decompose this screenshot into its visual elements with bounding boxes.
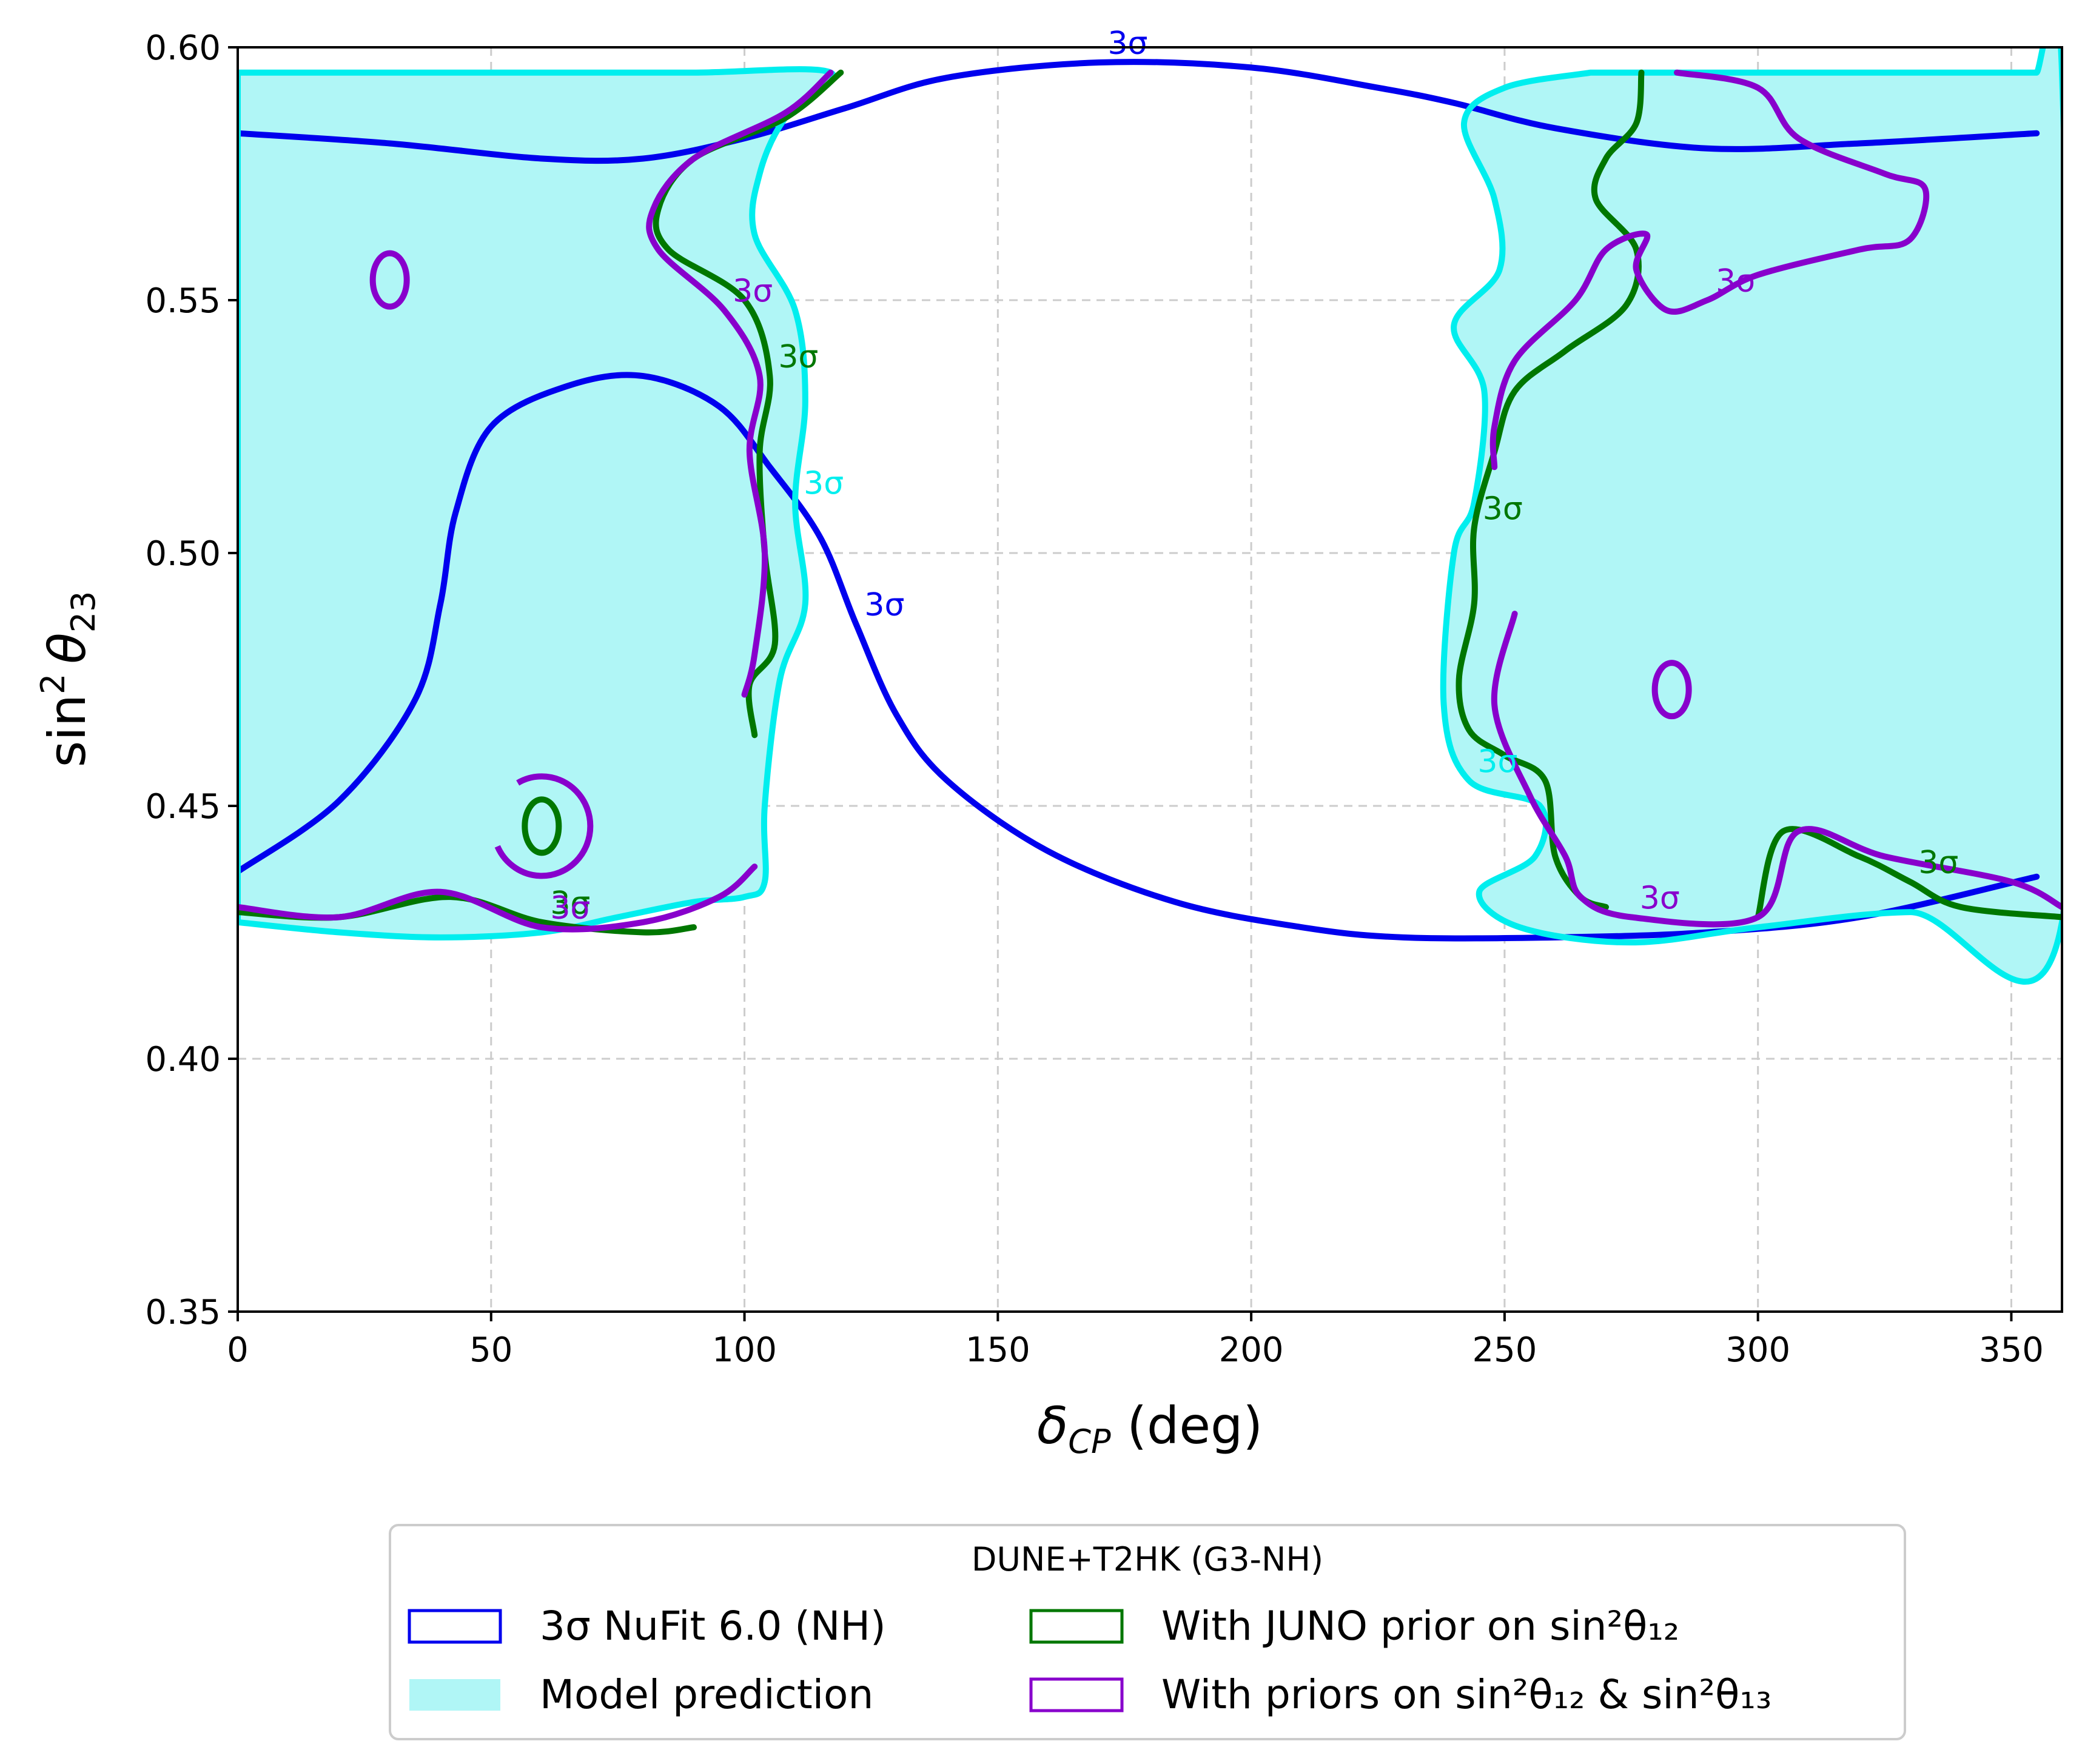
legend-swatch	[408, 1609, 502, 1644]
legend-swatch	[1029, 1609, 1124, 1644]
with-priors-on-sin-sin-contour-label: 3σ	[733, 273, 773, 310]
3-nufit-6-0-nh-contour-label: 3σ	[1107, 25, 1147, 62]
legend-label: With priors on sin²θ₁₂ & sin²θ₁₃	[1161, 1671, 1771, 1718]
purple-arc-near-60-contour	[490, 773, 594, 879]
with-juno-prior-on-sin-contour-4	[1755, 826, 2062, 921]
y-axis-label-subscript: 23	[64, 591, 102, 633]
with-juno-prior-on-sin-contour-label: 3σ	[778, 339, 818, 375]
model-prediction-region-2	[1443, 47, 2062, 982]
x-tick-label: 50	[469, 1330, 512, 1370]
green-island-near-60-contour	[522, 796, 562, 856]
3-nufit-6-0-nh-contour-1	[238, 59, 2040, 164]
with-priors-on-sin-sin-contour-label: 3σ	[1716, 263, 1756, 300]
y-axis-label-sin: sin	[38, 694, 97, 767]
legend-label: With JUNO prior on sin²θ₁₂	[1161, 1603, 1679, 1649]
line-layer	[238, 47, 2062, 985]
with-priors-on-sin-sin-contour-3	[1491, 611, 2062, 928]
y-tick-label: 0.50	[145, 534, 221, 574]
x-axis-label-symbol: δ	[1037, 1396, 1068, 1455]
x-tick-label: 0	[227, 1330, 249, 1370]
y-tick-label: 0.35	[145, 1293, 221, 1332]
legend-box	[389, 1524, 1906, 1740]
purple-island-near-30-contour	[369, 250, 410, 310]
model-prediction-contour-1	[238, 66, 837, 941]
with-juno-prior-on-sin-contour-label: 3σ	[1483, 491, 1523, 527]
y-tick-label: 0.45	[145, 787, 221, 827]
model-prediction-contour-2	[1440, 47, 2062, 985]
y-tick-label: 0.60	[145, 29, 221, 68]
x-tick-label: 100	[712, 1330, 777, 1370]
model-prediction-region-1	[238, 69, 834, 937]
x-tick-label: 200	[1219, 1330, 1284, 1370]
x-tick-label: 250	[1472, 1330, 1537, 1370]
x-axis-label-subscript: CP	[1068, 1423, 1111, 1461]
x-tick-label: 300	[1725, 1330, 1790, 1370]
with-priors-on-sin-sin-contour-label: 3σ	[550, 890, 590, 927]
tick-layer: 0 50 100 150 200 250 300 350 0.35 0.40 0.45 0.50 0.5…	[145, 29, 2044, 1370]
legend-label: 3σ NuFit 6.0 (NH)	[540, 1603, 886, 1649]
with-juno-prior-on-sin-contour-label: 3σ	[1918, 845, 1958, 881]
model-prediction-contour-label: 3σ	[1477, 743, 1517, 780]
purple-island-near-283-contour	[1651, 660, 1692, 720]
y-tick-label: 0.55	[145, 281, 221, 321]
3-nufit-6-0-nh-contour-label: 3σ	[864, 587, 904, 623]
x-axis-label-unit: (deg)	[1111, 1396, 1263, 1455]
y-axis-label-symbol: θ	[38, 632, 97, 663]
x-tick-label: 150	[965, 1330, 1030, 1370]
plot-frame	[237, 46, 2063, 1313]
with-juno-prior-on-sin-contour-label: 3σ	[550, 885, 590, 922]
with-priors-on-sin-sin-contour-1	[646, 69, 834, 698]
legend-swatch	[1029, 1677, 1124, 1712]
y-axis-label: sin2 θ23	[34, 591, 102, 768]
model-prediction-contour-label: 3σ	[804, 466, 844, 502]
y-tick-label: 0.40	[145, 1040, 221, 1079]
legend-items: 3σ NuFit 6.0 (NH) With JUNO prior on sin²…	[408, 1603, 1771, 1718]
with-juno-prior-on-sin-contour-2	[1456, 69, 1645, 910]
x-tick-label: 350	[1979, 1330, 2044, 1370]
with-priors-on-sin-sin-contour-2	[1489, 69, 1930, 471]
legend-swatch	[409, 1679, 500, 1711]
with-priors-on-sin-sin-contour-4	[238, 864, 758, 933]
with-priors-on-sin-sin-contour-label: 3σ	[1640, 880, 1680, 916]
legend-title: DUNE+T2HK (G3-NH)	[972, 1540, 1323, 1578]
y-axis-label-power: 2	[34, 674, 72, 694]
legend-label: Model prediction	[540, 1671, 873, 1718]
x-axis-label: δCP (deg)	[1037, 1396, 1263, 1461]
fill-layer	[238, 47, 2062, 982]
legend: DUNE+T2HK (G3-NH) 3σ NuFit 6.0 (NH) With …	[389, 1524, 1906, 1740]
